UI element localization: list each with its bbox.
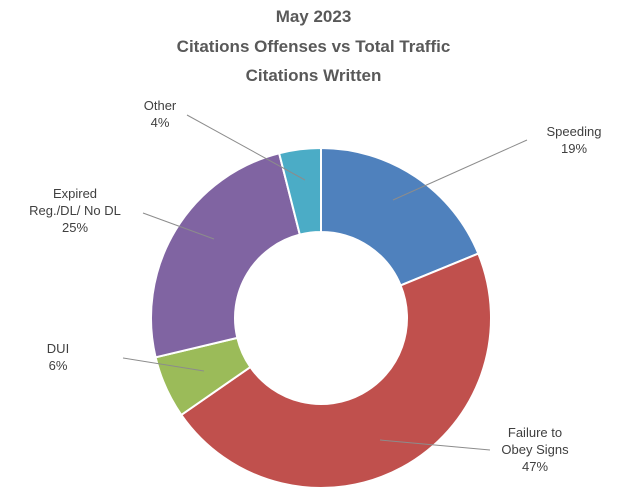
slice-name-expired-reg-dl-no-dl: Expired bbox=[53, 186, 97, 201]
slice-percent-speeding: 19% bbox=[561, 141, 587, 156]
leader-line-failure-to-obey-signs bbox=[379, 439, 491, 451]
slice-expired-reg-dl-no-dl bbox=[150, 152, 302, 359]
slice-name-expired-reg-dl-no-dl: Reg./DL/ No DL bbox=[29, 203, 121, 218]
slice-label-speeding: Speeding 19% bbox=[547, 124, 602, 156]
slice-speeding bbox=[320, 146, 480, 287]
slice-failure-to-obey-signs bbox=[179, 252, 492, 489]
slice-name-speeding: Speeding bbox=[547, 124, 602, 139]
slice-name-failure-to-obey-signs: Obey Signs bbox=[501, 442, 569, 457]
chart-title-line-1: May 2023 bbox=[275, 7, 352, 26]
slice-other bbox=[277, 146, 322, 236]
slice-label-failure-to-obey-signs: Failure to Obey Signs 47% bbox=[501, 425, 569, 474]
slice-percent-other: 4% bbox=[151, 115, 170, 130]
slice-label-expired-reg-dl-no-dl: Expired Reg./DL/ No DL 25% bbox=[29, 186, 121, 235]
slice-percent-failure-to-obey-signs: 47% bbox=[522, 459, 548, 474]
leader-line-other bbox=[186, 114, 306, 181]
leader-line-speeding bbox=[392, 139, 528, 201]
leader-line-expired-reg-dl-no-dl bbox=[142, 212, 215, 240]
slice-percent-dui: 6% bbox=[49, 358, 68, 373]
slice-name-failure-to-obey-signs: Failure to bbox=[508, 425, 562, 440]
leader-line-dui bbox=[122, 357, 205, 372]
slice-label-other: Other 4% bbox=[144, 98, 177, 130]
slice-percent-expired-reg-dl-no-dl: 25% bbox=[62, 220, 88, 235]
chart-title-line-3: Citations Written bbox=[245, 66, 382, 85]
slice-name-other: Other bbox=[144, 98, 177, 113]
chart-title-line-2: Citations Offenses vs Total Traffic bbox=[176, 37, 451, 56]
slice-label-dui: DUI 6% bbox=[47, 341, 69, 373]
slice-name-dui: DUI bbox=[47, 341, 69, 356]
